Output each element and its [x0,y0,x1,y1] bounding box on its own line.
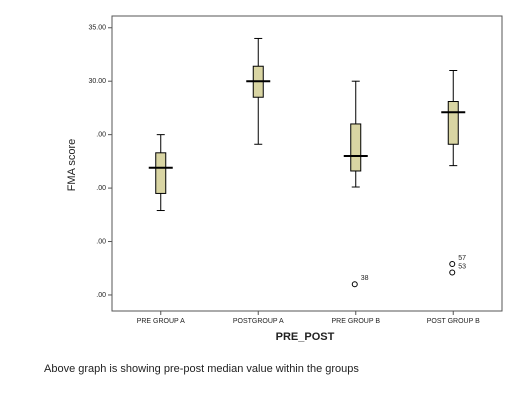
x-tick-label: POSTGROUP A [233,318,284,325]
outlier [449,260,456,267]
x-tick-label: PRE GROUP A [137,318,185,325]
outlier [351,281,358,288]
caption: Above graph is showing pre-post median v… [44,363,359,375]
outlier [449,269,456,276]
box [350,123,362,172]
x-tick-label: PRE GROUP B [332,318,381,325]
y-tick-label: .00 [96,292,106,299]
y-tick-label: 35.00 [88,25,106,32]
y-tick-label: 30.00 [88,78,106,85]
plot-area [111,15,503,312]
outlier-label: 38 [361,275,369,282]
y-tick-label: .00 [96,238,106,245]
box [155,152,167,194]
x-axis-title: PRE_POST [276,331,335,343]
outlier-label: 53 [458,263,466,270]
box [447,101,459,145]
x-tick-label: POST GROUP B [427,318,480,325]
y-axis-title: FMA score [66,139,78,192]
y-tick-label: .00 [96,185,106,192]
outlier-label: 57 [458,255,466,262]
y-tick-label: .00 [96,131,106,138]
